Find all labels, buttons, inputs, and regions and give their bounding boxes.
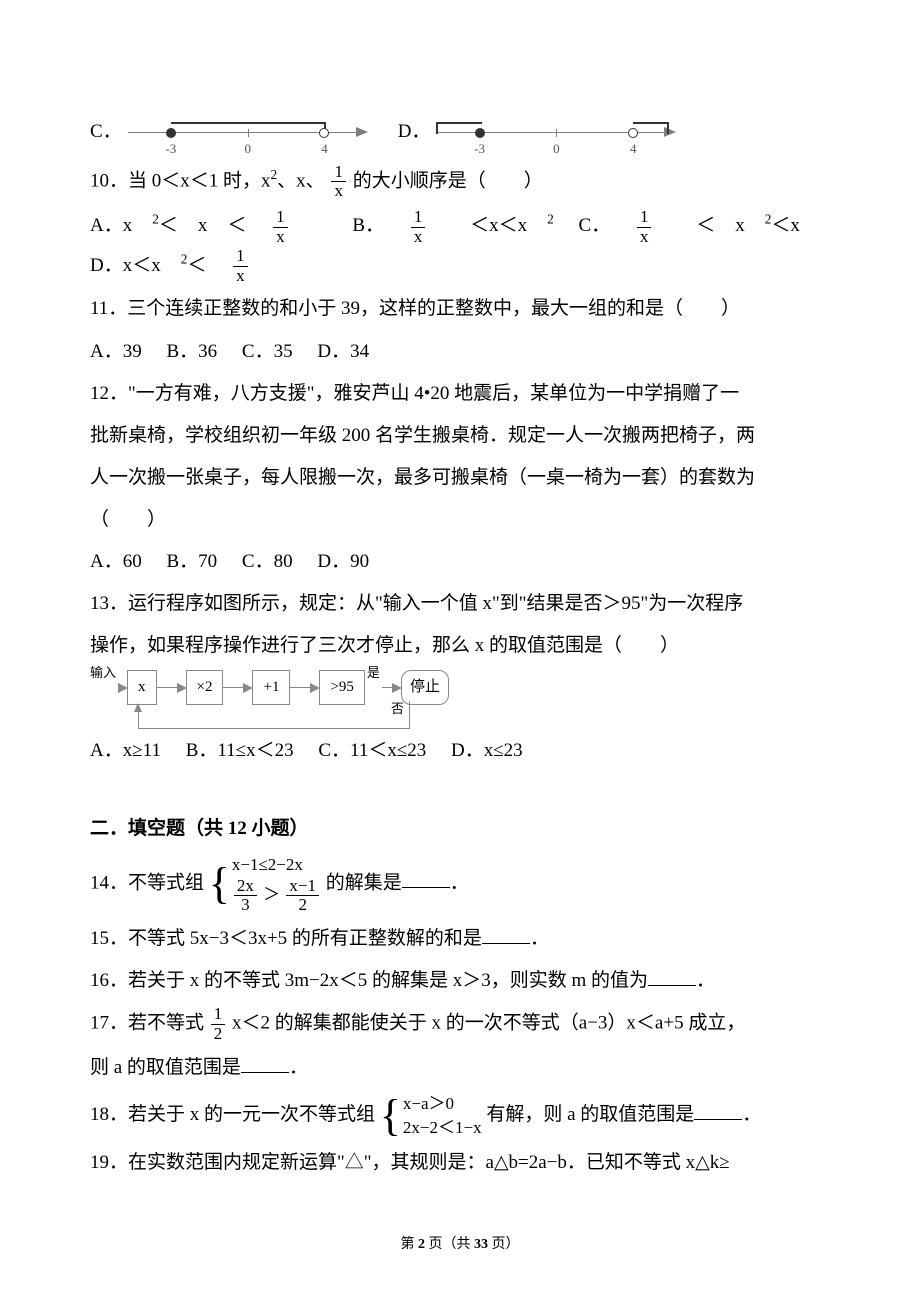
- q14: 14．不等式组 { x−1≤2−2x 2x3 ＞ x−12 的解集是．: [90, 853, 830, 915]
- q13-options: A．x≥11 B．11≤x＜23 C．11＜x≤23 D．x≤23: [90, 733, 830, 769]
- q11-stem: 11．三个连续正整数的和小于 39，这样的正整数中，最大一组的和是（ ）: [90, 291, 830, 327]
- q10-opt-b: B． 1x ＜x＜x2: [352, 215, 558, 236]
- flow-stop: 停止: [401, 670, 449, 705]
- q10-stem: 10．当 0＜x＜1 时，x2、x、 1x 的大小顺序是（ ）: [90, 162, 830, 201]
- number-line-c: -3 0 4: [128, 110, 368, 154]
- fill-blank: [482, 924, 530, 944]
- dot-open: [319, 128, 329, 138]
- page-body: C． -3 0 4 D． -3 0 4 10．当 0＜x＜1 时，x2、x、 1…: [0, 0, 920, 1288]
- flow-no-label: 否: [391, 697, 404, 722]
- q13-flowchart: 输入 x ×2 +1 >95 是 停止: [90, 670, 830, 705]
- q10-options: A．x2＜x＜ 1x B． 1x ＜x＜x2 C． 1x ＜x2＜x D．x＜x…: [90, 207, 830, 285]
- q18: 18．若关于 x 的一元一次不等式组 { x−a＞0 2x−2＜1−x 有解，则…: [90, 1092, 830, 1140]
- q12-l2: 批新桌椅，学校组织初一年级 200 名学生搬桌椅．规定一人一次搬两把椅子，两: [90, 418, 830, 454]
- arrow-up-icon: [134, 703, 142, 712]
- q17-l2: 则 a 的取值范围是．: [90, 1050, 830, 1086]
- q16: 16．若关于 x 的不等式 3m−2x＜5 的解集是 x＞3，则实数 m 的值为…: [90, 963, 830, 999]
- option-c-label: C．: [90, 114, 122, 150]
- flow-box-cond: >95: [319, 670, 364, 705]
- q10-opt-d: D．x＜x2＜ 1x: [90, 255, 288, 276]
- brace-system-icon: { x−a＞0 2x−2＜1−x: [380, 1092, 482, 1140]
- fill-blank: [694, 1100, 742, 1120]
- q10-opt-c: C． 1x ＜x2＜x: [579, 215, 820, 236]
- q10-opt-a: A．x2＜x＜ 1x: [90, 215, 332, 236]
- q13-l2: 操作，如果程序操作进行了三次才停止，那么 x 的取值范围是（ ）: [90, 628, 830, 664]
- fill-blank: [402, 868, 450, 888]
- dot-filled: [166, 128, 176, 138]
- q12-l4: （ ）: [90, 502, 830, 538]
- flow-box-x: x: [127, 670, 157, 705]
- section-2-title: 二．填空题（共 12 小题）: [90, 811, 830, 847]
- flow-box-mul2: ×2: [186, 670, 224, 705]
- flow-yes-label: 是: [367, 661, 380, 686]
- q15: 15．不等式 5x−3＜3x+5 的所有正整数解的和是．: [90, 921, 830, 957]
- fill-blank: [241, 1053, 289, 1073]
- q13-l1: 13．运行程序如图所示，规定：从"输入一个值 x"到"结果是否＞95"为一次程序: [90, 586, 830, 622]
- page-footer: 第 2 页（共 33 页）: [90, 1232, 830, 1259]
- flow-input-label: 输入: [90, 661, 116, 686]
- q12-l1: 12．"一方有难，八方支援"，雅安芦山 4•20 地震后，某单位为一中学捐赠了一: [90, 376, 830, 412]
- q11-options: A．39 B．36 C．35 D．34: [90, 334, 830, 370]
- q12-l3: 人一次搬一张桌子，每人限搬一次，最多可搬桌椅（一桌一椅为一套）的套数为: [90, 460, 830, 496]
- q17-l1: 17．若不等式 12 x＜2 的解集都能使关于 x 的一次不等式（a−3）x＜a…: [90, 1005, 830, 1043]
- flow-box-plus1: +1: [252, 670, 290, 705]
- brace-system-icon: { x−1≤2−2x 2x3 ＞ x−12: [209, 853, 321, 915]
- q9-option-row: C． -3 0 4 D． -3 0 4: [90, 110, 830, 154]
- q19: 19．在实数范围内规定新运算"△"，其规则是：a△b=2a−b．已知不等式 x△…: [90, 1145, 830, 1181]
- number-line-d: -3 0 4: [436, 110, 676, 154]
- q12-options: A．60 B．70 C．80 D．90: [90, 544, 830, 580]
- fill-blank: [648, 966, 696, 986]
- option-d-label: D．: [398, 114, 431, 150]
- flow-loopback: 否: [138, 707, 410, 729]
